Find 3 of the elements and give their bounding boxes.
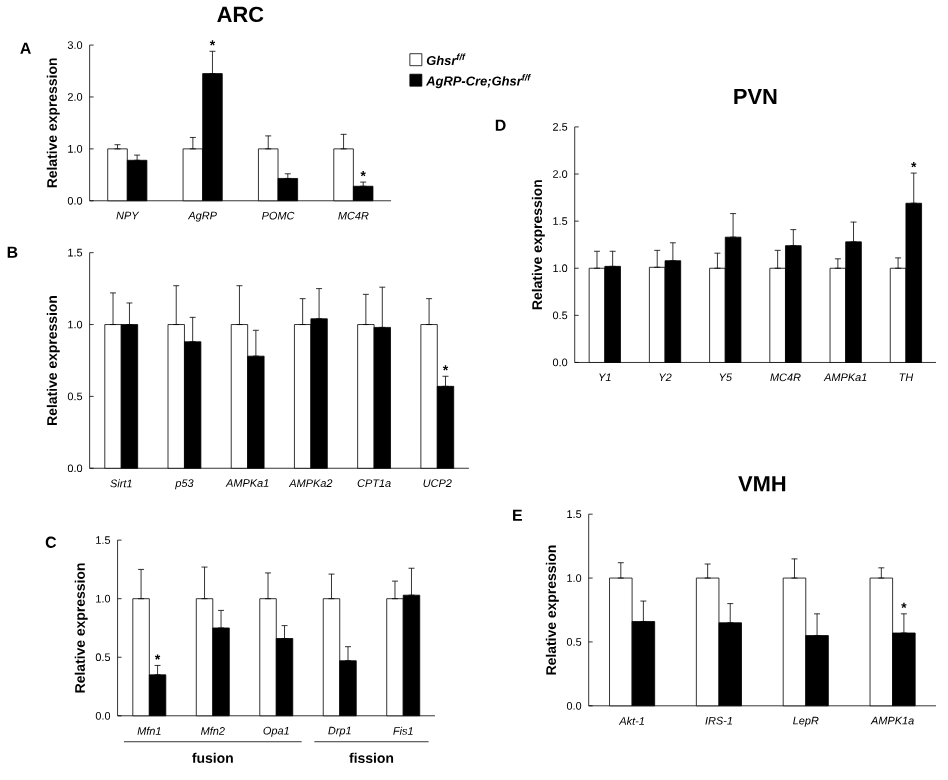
chart-title: ARC <box>217 6 264 23</box>
chart-title: PVN <box>734 89 777 105</box>
chart-title: VMH <box>738 476 786 492</box>
